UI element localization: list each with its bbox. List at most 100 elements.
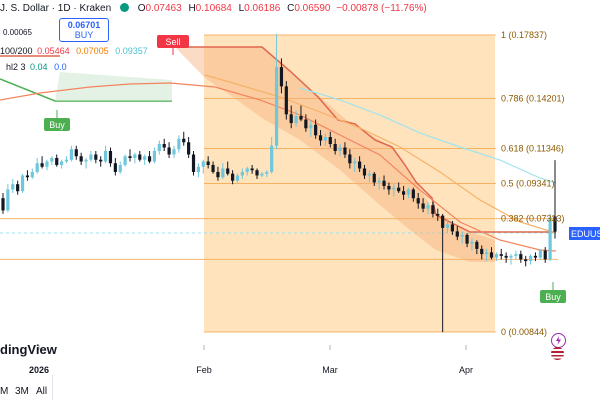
candle-body [314, 124, 318, 136]
candle [128, 149, 132, 162]
us-flag-icon[interactable] [551, 347, 564, 360]
candle [30, 168, 34, 179]
candle-body [201, 161, 205, 167]
candle-body [279, 67, 284, 87]
candle-body [299, 116, 303, 120]
candle-body [411, 189, 415, 199]
candle [6, 184, 10, 213]
candle-body [25, 175, 30, 178]
candle [460, 231, 464, 244]
candle [147, 151, 152, 164]
candle [79, 152, 83, 165]
candle [143, 154, 147, 165]
candle-body [235, 175, 240, 181]
candle [333, 138, 337, 155]
candle [11, 178, 15, 193]
candle-body [35, 163, 39, 172]
candle [113, 157, 117, 176]
candle-body [343, 147, 347, 155]
candle [1, 192, 5, 214]
candle [99, 156, 103, 167]
candle-body [489, 252, 494, 258]
candle-body [406, 189, 411, 195]
candle-body [250, 168, 254, 171]
tradingview-watermark: dingView [0, 342, 57, 357]
buy-signal-left-label: Buy [49, 120, 65, 130]
candle [533, 252, 538, 262]
candle-body [528, 255, 533, 262]
fib-label-0.5: 0.5 (0.09341) [501, 178, 555, 188]
candle [397, 182, 401, 193]
candle-body [260, 173, 264, 176]
candle [543, 247, 547, 263]
candle-body [397, 187, 401, 192]
candle-body [421, 203, 425, 209]
candle-body [60, 161, 64, 165]
candle-body [167, 147, 171, 155]
candle-body [362, 168, 367, 176]
timeframe-all[interactable]: All [36, 386, 48, 397]
candle [367, 170, 371, 183]
candle-body [152, 151, 157, 162]
candle [250, 164, 254, 174]
buy-signal-left-box [44, 118, 70, 131]
candle [94, 151, 98, 164]
change-value: −0.00878 (−11.76%) [336, 3, 427, 14]
sell-price-value: 0.00065 [3, 28, 32, 37]
high-value: 0.10684 [195, 3, 232, 14]
candle [206, 156, 210, 169]
candle-body [426, 205, 430, 209]
candle-body [460, 234, 464, 237]
candle-body [353, 161, 357, 164]
candle [221, 163, 225, 179]
candle-body [485, 252, 489, 255]
candle [162, 138, 166, 152]
candle [74, 145, 78, 160]
candle [470, 238, 474, 251]
candle-body [196, 166, 200, 172]
candle-body [553, 216, 557, 232]
candle-body [255, 170, 259, 176]
buy-signal-right-box [540, 290, 566, 303]
candle [118, 161, 122, 174]
candle [123, 154, 127, 167]
signals: Buy Sell Buy [44, 35, 566, 303]
candle [514, 250, 518, 260]
timeframe-3m[interactable]: 3M [15, 386, 29, 397]
sub-indicator-legend[interactable]: hl2 3 0.04 0.0 [0, 62, 69, 72]
sell-signal-box [157, 35, 189, 48]
candle-body [16, 184, 20, 192]
low-value: 0.06186 [244, 3, 281, 14]
candle [35, 157, 39, 174]
candle-body [245, 168, 249, 172]
fib-levels [0, 34, 558, 333]
candle-body [211, 164, 215, 172]
candle [84, 157, 88, 169]
candle [50, 156, 54, 165]
candle-body [514, 254, 518, 256]
sub-indicator-label: hl2 3 [6, 62, 26, 72]
candle-body [74, 149, 78, 157]
candle-body [450, 224, 455, 232]
candle [177, 135, 181, 153]
sub-value-1: 0.04 [30, 62, 48, 72]
candle-body [270, 145, 274, 172]
time-label-2: Mar [322, 365, 338, 375]
timeframe-1m[interactable]: M [0, 386, 9, 397]
ma-indicator-legend[interactable]: 100/200 0.05464 0.07005 0.09357 [0, 46, 150, 56]
candle [157, 140, 161, 155]
symbol-title[interactable]: J. S. Dollar · 1D · Kraken [0, 3, 112, 14]
candle [348, 149, 352, 169]
candle-body [240, 171, 244, 176]
candle-body [94, 154, 98, 160]
candle [172, 145, 176, 158]
lightning-icon[interactable] [551, 333, 566, 348]
candle [103, 145, 108, 164]
candle-body [30, 171, 34, 178]
candle [353, 157, 357, 172]
buy-button[interactable]: 0.06701 BUY [59, 18, 109, 42]
candle-body [113, 163, 117, 172]
candle [436, 208, 440, 221]
candle [377, 177, 381, 190]
